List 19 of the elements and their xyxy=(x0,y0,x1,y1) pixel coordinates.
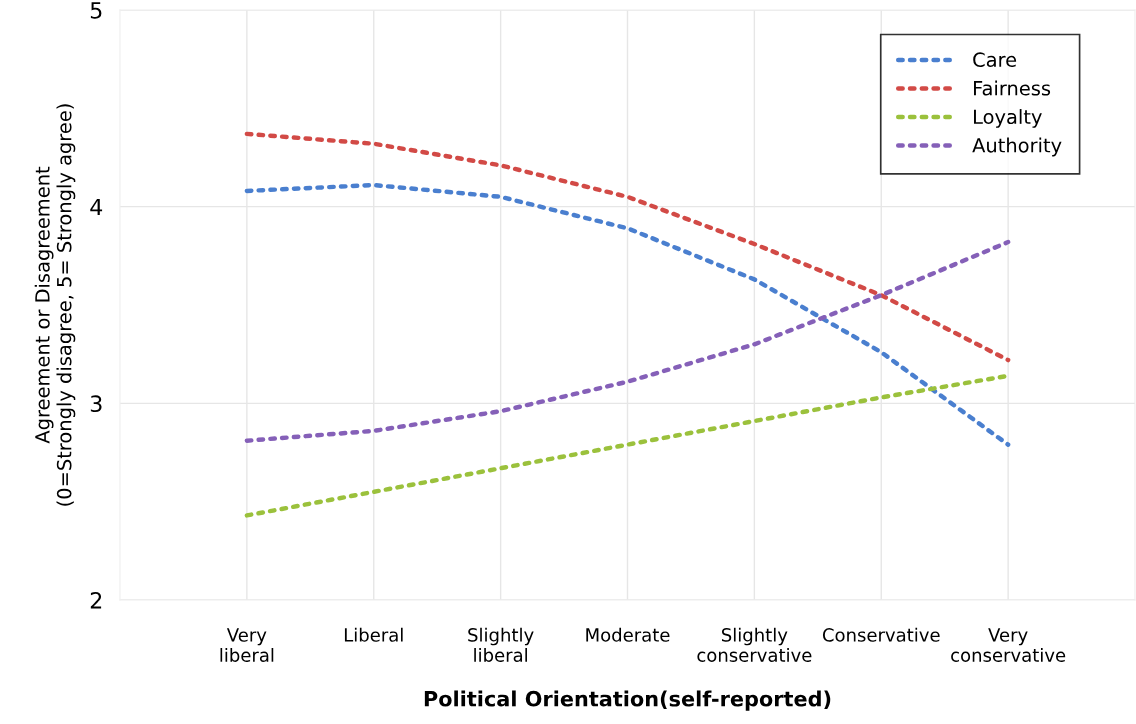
legend-label: Care xyxy=(973,52,1017,68)
legend-label: Fairness xyxy=(974,80,1051,96)
line-series xyxy=(244,239,1011,443)
x-axis-title: Political Orientation(self-reported) xyxy=(424,690,831,711)
y-tick-label: 5 xyxy=(90,2,102,19)
x-tick-label: Slightly conservative xyxy=(697,627,812,662)
y-tick-label: 3 xyxy=(90,395,102,413)
x-tick-label: Very liberal xyxy=(220,628,274,662)
x-tick-label: Conservative xyxy=(822,627,940,642)
x-tick-label: Moderate xyxy=(586,627,670,642)
y-tick-label: 2 xyxy=(90,591,102,609)
y-axis-title: Agreement or Disagreement (0=Strongly disagree, 5= Strongly agree) xyxy=(34,104,76,506)
line-series xyxy=(244,182,1011,447)
x-tick-label: Slightly liberal xyxy=(468,627,534,662)
x-tick-label: Liberal xyxy=(344,627,403,642)
x-tick-label: Very conservative xyxy=(951,628,1066,662)
y-tick-label: 4 xyxy=(90,198,103,216)
legend-label: Authority xyxy=(972,137,1062,157)
legend-label: Loyalty xyxy=(974,109,1042,128)
